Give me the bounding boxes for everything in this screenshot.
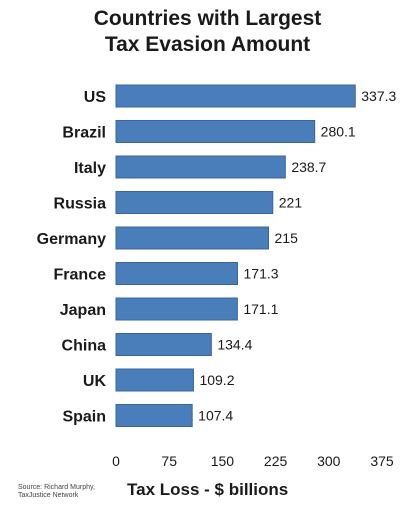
- value-label: 171.1: [243, 301, 278, 317]
- value-label: 221: [279, 195, 303, 211]
- value-label: 134.4: [217, 337, 252, 353]
- x-tick-label: 0: [112, 453, 120, 469]
- source-line-1: Source: Richard Murphy,: [18, 484, 95, 491]
- category-label: Japan: [60, 302, 106, 319]
- source-line-2: TaxJustice Network: [18, 492, 79, 499]
- x-tick-label: 225: [264, 453, 288, 469]
- bar: [115, 368, 194, 392]
- category-label: France: [54, 267, 107, 284]
- bar: [115, 297, 238, 321]
- category-label: Brazil: [62, 125, 106, 142]
- x-tick-label: 150: [211, 453, 235, 469]
- x-tick-label: 375: [370, 453, 394, 469]
- bar: [115, 262, 239, 285]
- chart-title-line-2: Tax Evasion Amount: [104, 33, 311, 56]
- bar: [115, 333, 212, 356]
- value-label: 107.4: [198, 408, 233, 424]
- bar: [115, 155, 286, 179]
- source-note: Source: Richard Murphy, TaxJustice Netwo…: [18, 484, 95, 500]
- category-label: UK: [83, 373, 107, 390]
- value-label: 280.1: [321, 124, 356, 140]
- bar: [115, 120, 316, 143]
- bar: [115, 226, 270, 250]
- category-label: Spain: [62, 409, 106, 426]
- category-label: US: [84, 89, 107, 106]
- x-tick-label: 75: [161, 453, 177, 469]
- value-label: 337.3: [361, 88, 396, 104]
- value-label: 238.7: [291, 159, 326, 175]
- bar: [115, 191, 274, 214]
- value-label: 171.3: [244, 266, 279, 282]
- category-label: China: [62, 338, 107, 355]
- bar: [115, 84, 356, 108]
- bar: [115, 404, 193, 427]
- value-label: 215: [275, 230, 299, 246]
- category-label: Germany: [37, 231, 106, 248]
- x-tick-label: 300: [317, 453, 341, 469]
- category-label: Russia: [54, 196, 107, 213]
- chart-title-line-1: Countries with Largest: [93, 7, 322, 30]
- value-label: 109.2: [199, 372, 234, 388]
- chart-title: Countries with Largest Tax Evasion Amoun…: [0, 6, 415, 58]
- x-axis-label: Tax Loss - $ billions: [127, 480, 289, 499]
- category-label: Italy: [74, 160, 106, 177]
